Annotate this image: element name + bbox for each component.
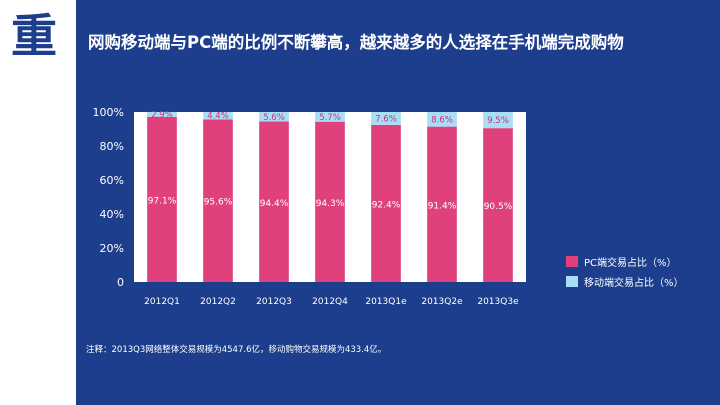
footnote: 注释：2013Q3网络整体交易规模为4547.6亿，移动购物交易规模为433.4… <box>86 345 387 355</box>
bars-group: 97.1% 2.9% 95.6% 4.4% 94.4% 5.6% 94.3% 5.7% 92.4… <box>147 110 513 283</box>
y-axis: 0 20% 40% 60% 80% 100% <box>93 106 124 289</box>
data-label-pc: 92.4% <box>372 200 401 210</box>
y-tick-label: 80% <box>100 140 124 153</box>
slide-title: 网购移动端与PC端的比例不断攀高，越来越多的人选择在手机端完成购物 <box>88 33 624 52</box>
data-label-mobile: 5.6% <box>263 113 285 123</box>
x-tick-label: 2012Q2 <box>200 297 236 307</box>
data-label-mobile: 2.9% <box>151 110 173 120</box>
y-tick-label: 60% <box>100 174 124 187</box>
legend-swatch-mobile <box>566 275 578 287</box>
bar-mobile <box>259 112 289 122</box>
data-label-mobile: 7.6% <box>375 114 397 124</box>
legend-label-pc: PC端交易占比（%） <box>584 257 677 269</box>
data-label-mobile: 5.7% <box>319 113 341 123</box>
data-label-pc: 94.3% <box>316 199 345 209</box>
data-label-pc: 94.4% <box>260 199 289 209</box>
bar-pc <box>315 121 345 282</box>
data-label-mobile: 8.6% <box>431 115 453 125</box>
x-tick-label: 2013Q2e <box>421 297 463 307</box>
bar-pc <box>259 121 289 282</box>
logo-mark: 重 <box>11 9 57 63</box>
stacked-bar-chart: 0 20% 40% 60% 80% 100% 97.1% 2.9% 95.6% 4.4% 94.4… <box>93 106 526 307</box>
data-label-mobile: 4.4% <box>207 112 229 122</box>
bar-pc <box>483 128 513 282</box>
bar-mobile <box>371 112 401 125</box>
data-label-mobile: 9.5% <box>487 116 509 126</box>
data-label-pc: 97.1% <box>148 196 177 206</box>
legend: PC端交易占比（%） 移动端交易占比（%） <box>566 254 684 294</box>
data-label-pc: 90.5% <box>484 202 513 212</box>
bar-pc <box>203 119 233 282</box>
bar-mobile <box>147 112 177 117</box>
bar-mobile <box>315 112 345 122</box>
legend-item-pc: PC端交易占比（%） <box>566 254 684 269</box>
bar-pc <box>427 126 457 283</box>
bar-pc <box>371 124 401 282</box>
x-tick-label: 2012Q1 <box>144 297 180 307</box>
x-tick-label: 2013Q3e <box>477 297 519 307</box>
legend-label-mobile: 移动端交易占比（%） <box>584 277 684 289</box>
x-tick-label: 2013Q1e <box>365 297 407 307</box>
left-side-panel: 重 <box>0 0 76 405</box>
bar-mobile <box>427 112 457 127</box>
y-tick-label: 100% <box>93 106 124 119</box>
bar-mobile <box>203 112 233 120</box>
legend-item-mobile: 移动端交易占比（%） <box>566 274 684 289</box>
y-tick-label: 40% <box>100 208 124 221</box>
bar-mobile <box>483 112 513 129</box>
y-tick-label: 0 <box>117 276 124 289</box>
x-tick-label: 2012Q3 <box>256 297 292 307</box>
data-label-pc: 95.6% <box>204 198 233 208</box>
bar-pc <box>147 116 177 283</box>
x-tick-label: 2012Q4 <box>312 297 348 307</box>
x-axis: 2012Q1 2012Q2 2012Q3 2012Q4 2013Q1e 2013Q2e 20… <box>144 297 519 307</box>
legend-swatch-pc <box>566 255 578 267</box>
data-label-pc: 91.4% <box>428 201 457 211</box>
y-tick-label: 20% <box>100 242 124 255</box>
